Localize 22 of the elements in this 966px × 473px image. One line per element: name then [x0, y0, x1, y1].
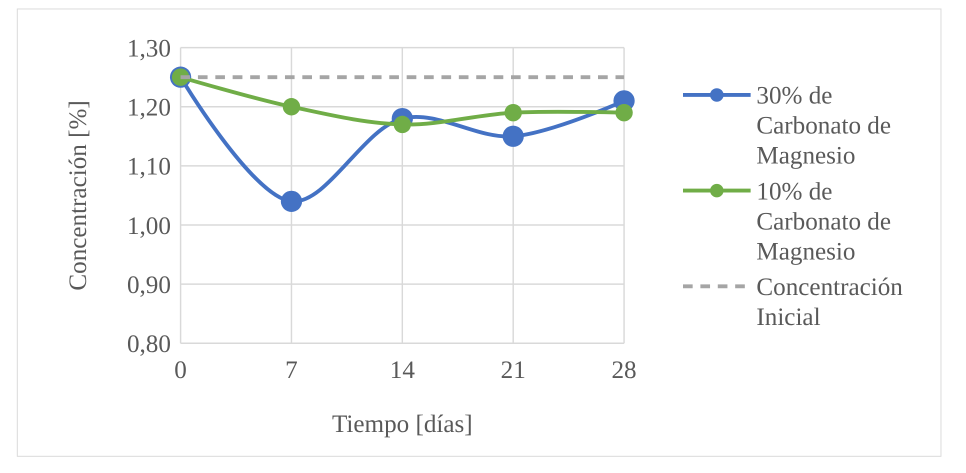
y-tick-label: 1,20 [126, 94, 171, 122]
point [280, 190, 302, 212]
x-axis-title: Tiempo [días] [332, 411, 473, 438]
legend-label: 30% de Carbonato de Magnesio [756, 82, 892, 170]
y-tick-label: 1,30 [126, 35, 171, 62]
x-tick-label: 0 [174, 357, 187, 384]
x-tick-label: 21 [500, 357, 526, 384]
x-tick-label: 28 [612, 357, 637, 384]
x-tick-label: 14 [390, 357, 416, 384]
legend-label: 10% de Carbonato de Magnesio [756, 178, 892, 266]
y-tick-label: 0,90 [126, 272, 171, 299]
x-tick-label: 7 [285, 357, 298, 384]
y-tick-label: 1,10 [126, 154, 171, 181]
y-tick-label: 0,80 [126, 331, 171, 358]
y-axis-title: Concentración [%] [64, 100, 92, 291]
point [615, 104, 633, 122]
y-tick-label: 1,00 [126, 212, 171, 240]
point [394, 116, 412, 134]
point [282, 98, 300, 116]
point [502, 126, 524, 147]
point [504, 104, 522, 122]
legend-label: Concentración Inicial [756, 274, 904, 331]
